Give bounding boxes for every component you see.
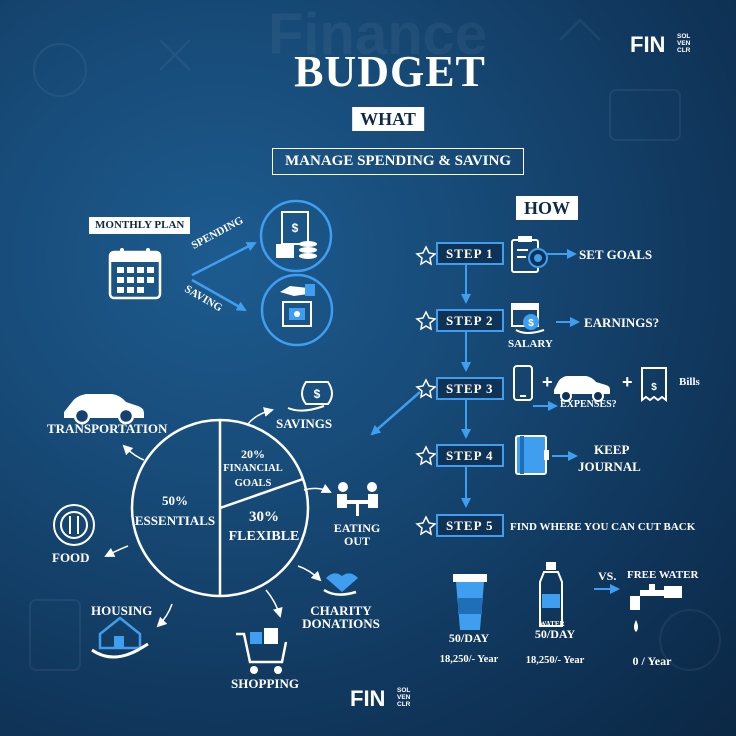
charity-hands-icon	[323, 573, 358, 596]
pie-essentials-pct: 50%	[162, 493, 188, 508]
category-eating-out-2: OUT	[343, 534, 371, 548]
goals-clipboard-icon	[511, 236, 548, 273]
plus-icon: +	[542, 372, 553, 392]
category-housing: HOUSING	[91, 603, 153, 618]
brand-logo-bottom: FIN	[350, 686, 386, 711]
car-icon	[64, 394, 144, 425]
category-charity-1: CHARITY	[310, 603, 372, 618]
spending-circle-icon: $	[259, 199, 333, 273]
free-water-per-year: 0 / Year	[632, 654, 672, 668]
category-food: FOOD	[52, 550, 90, 565]
salary-icon: $	[511, 303, 545, 334]
brand-logo-bottom-sub: SOL VEN CLR	[397, 687, 411, 708]
water-per-year: 18,250/- Year	[525, 655, 585, 666]
coffee-cup-icon	[453, 574, 487, 630]
what-label: WHAT	[352, 107, 424, 131]
svg-text:$: $	[314, 387, 321, 401]
step-4-result-line1: KEEP	[594, 442, 630, 457]
saving-arrow	[191, 278, 247, 312]
journal-book-icon	[515, 435, 549, 475]
free-water-label: FREE WATER	[627, 569, 699, 581]
brand-logo-top: FIN	[630, 32, 666, 57]
pie-divider-diagonal	[219, 477, 304, 510]
step-5-result: FIND WHERE YOU CAN CUT BACK	[510, 521, 696, 533]
step-1-badge: STEP 1	[436, 242, 504, 265]
svg-text:$: $	[528, 318, 534, 329]
step-2-caption: SALARY	[508, 338, 553, 350]
category-transportation: TRANSPORTATION	[47, 421, 168, 436]
background-watermark-word: Finance	[268, 2, 488, 67]
step-3-badge: STEP 3	[436, 377, 504, 400]
spending-arrow	[191, 241, 257, 277]
category-savings: SAVINGS	[276, 416, 333, 431]
savings-pointer-arrow	[370, 391, 421, 436]
coffee-per-year: 18,250/- Year	[439, 654, 499, 665]
pie-essentials-label: ESSENTIALS	[134, 513, 216, 528]
subtitle-box: MANAGE SPENDING & SAVING	[272, 148, 524, 175]
how-label: HOW	[516, 196, 579, 220]
svg-text:$: $	[292, 221, 299, 235]
step-1-result: SET GOALS	[579, 247, 653, 262]
saving-circle-icon	[260, 273, 334, 347]
step-3-caption: EXPENSES?	[560, 399, 617, 410]
category-charity-2: DONATIONS	[302, 616, 380, 631]
water-tap-icon	[630, 584, 682, 632]
bottle-water-label: WATER	[539, 620, 565, 628]
house-in-hand-icon	[91, 616, 149, 659]
category-shopping: SHOPPING	[231, 676, 299, 691]
money-bag-icon: $	[287, 381, 333, 412]
car-icon-small	[554, 376, 610, 402]
step-3-result: Bills	[679, 376, 700, 388]
coffee-per-day: 50/DAY	[448, 631, 490, 645]
step-star-icons	[415, 245, 437, 536]
shopping-cart-icon	[236, 628, 288, 674]
plus-icon: +	[622, 372, 633, 392]
water-bottle-icon	[539, 562, 563, 627]
pie-goals-pct: 20%	[241, 447, 265, 461]
step-4-badge: STEP 4	[436, 444, 504, 467]
calendar-icon	[108, 248, 162, 300]
pie-flexible-label: FLEXIBLE	[228, 529, 300, 544]
pie-flexible-pct: 30%	[249, 509, 279, 525]
dining-table-icon	[337, 482, 378, 516]
water-per-day: 50/DAY	[534, 627, 576, 641]
svg-text:$: $	[651, 382, 657, 393]
step-4-result-line2: JOURNAL	[578, 459, 641, 474]
food-plate-icon	[53, 504, 95, 546]
budget-pie-chart	[130, 418, 310, 598]
pie-goals-label-2: GOALS	[234, 478, 272, 489]
step-2-badge: STEP 2	[436, 309, 504, 332]
bill-receipt-icon: $	[641, 367, 667, 402]
vs-label: VS.	[598, 569, 617, 583]
phone-icon	[513, 365, 533, 401]
step-5-badge: STEP 5	[436, 514, 504, 537]
step-2-result: EARNINGS?	[584, 315, 660, 330]
monthly-plan-label: MONTHLY PLAN	[89, 217, 191, 234]
pie-goals-label-1: FINANCIAL	[223, 463, 283, 474]
category-eating-out-1: EATING	[333, 521, 381, 535]
brand-logo-top-sub: SOL VEN CLR	[677, 33, 691, 54]
page-title: BUDGET	[294, 47, 486, 96]
